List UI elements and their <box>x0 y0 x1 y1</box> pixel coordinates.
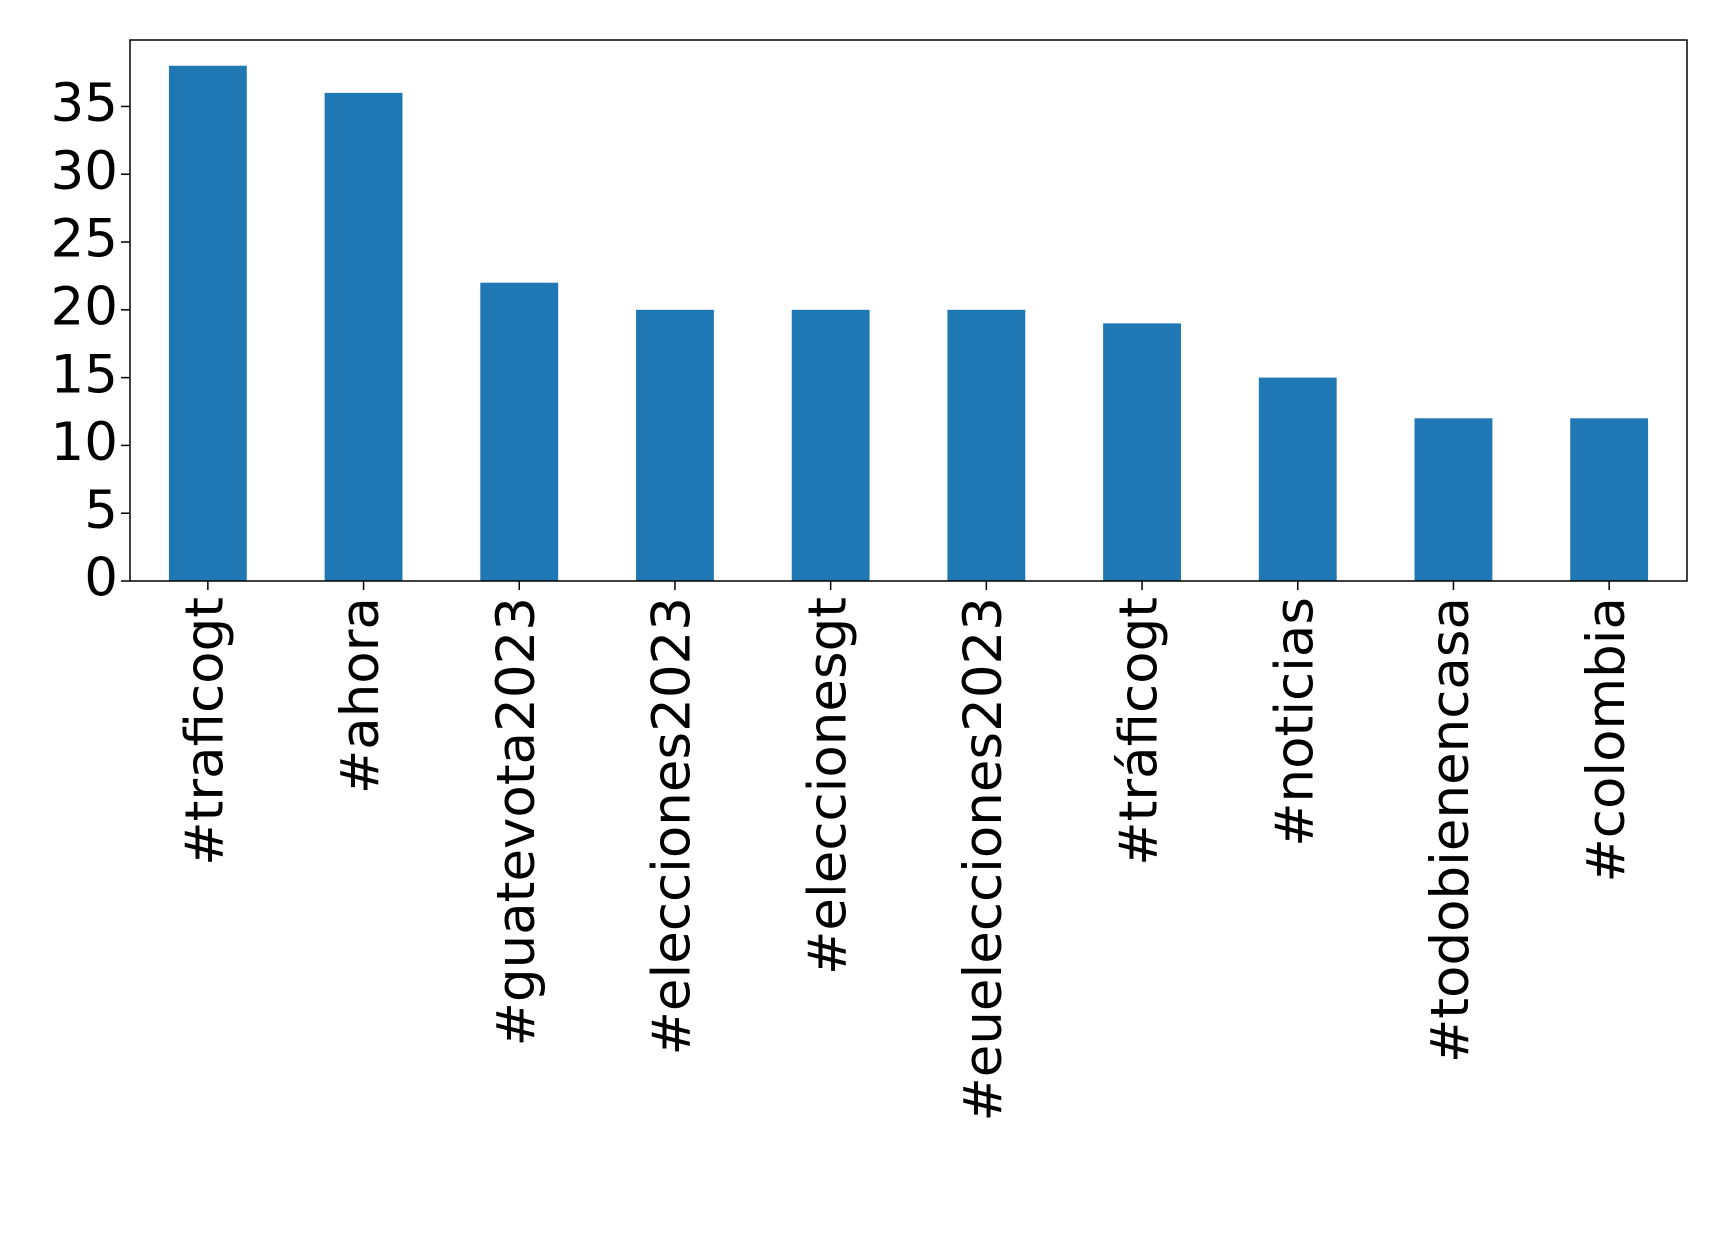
x-tick-label: #tráficogt <box>1109 597 1170 866</box>
bar <box>947 309 1026 581</box>
y-tick-label: 35 <box>51 73 118 134</box>
y-tick-label: 0 <box>84 548 118 609</box>
bar <box>1103 323 1181 581</box>
bar <box>324 92 403 581</box>
plot-frame <box>129 39 1688 582</box>
y-tick-label: 15 <box>51 344 118 405</box>
bar <box>1414 418 1493 581</box>
bar <box>480 282 559 581</box>
bar <box>636 309 714 581</box>
y-tick-label: 20 <box>51 276 118 337</box>
y-tick-label: 25 <box>51 209 118 270</box>
x-tick-label: #guatevota2023 <box>486 597 547 1046</box>
x-tick-label: #elecciones2023 <box>642 597 703 1055</box>
bar <box>1258 377 1337 581</box>
x-tick-label: #ahora <box>330 597 391 794</box>
bar <box>791 309 870 581</box>
y-tick-label: 10 <box>51 412 118 473</box>
x-tick-label: #traficogt <box>174 597 235 866</box>
x-tick-label: #noticias <box>1264 597 1325 847</box>
y-tick-label: 5 <box>84 480 118 541</box>
bar <box>168 65 247 581</box>
bar <box>1570 418 1649 581</box>
y-tick-label: 30 <box>51 141 118 202</box>
x-tick-label: #colombia <box>1576 597 1637 883</box>
x-tick-label: #eleccionesgt <box>797 597 858 975</box>
x-tick-label: #euelecciones2023 <box>953 597 1014 1122</box>
x-tick-label: #todobienencasa <box>1420 597 1481 1063</box>
